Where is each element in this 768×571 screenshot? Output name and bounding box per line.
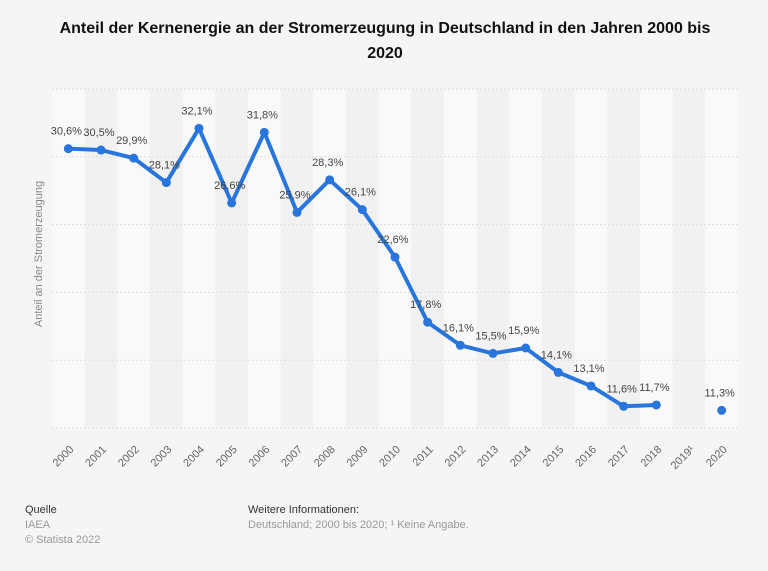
column-band xyxy=(705,89,738,428)
data-label: 26,1% xyxy=(345,187,376,199)
column-band xyxy=(607,89,640,428)
source-heading: Quelle xyxy=(25,504,57,516)
column-band xyxy=(117,89,150,428)
data-label: 29,9% xyxy=(116,135,147,147)
data-label: 30,6% xyxy=(51,126,82,138)
info-heading: Weitere Informationen: xyxy=(248,504,360,516)
x-tick-label: 2005 xyxy=(214,444,240,470)
x-tick-label: 2007 xyxy=(279,444,305,470)
column-band xyxy=(150,89,183,428)
x-tick-label: 2011 xyxy=(411,444,436,469)
data-label: 16,1% xyxy=(443,322,474,334)
data-point xyxy=(194,123,204,133)
x-tick-label: 2015 xyxy=(541,444,567,470)
data-label: 30,5% xyxy=(83,127,114,139)
data-point xyxy=(325,175,335,185)
x-tick-label: 2013 xyxy=(475,444,501,470)
data-label: 25,9% xyxy=(279,189,310,201)
column-band xyxy=(672,89,706,428)
y-axis-label: Anteil an der Stromerzeugung xyxy=(33,180,45,328)
info-block: Weitere Informationen: Deutschland; 2000… xyxy=(248,503,469,533)
source-text: IAEA xyxy=(25,519,51,531)
data-point xyxy=(96,145,106,155)
data-point xyxy=(129,153,139,163)
x-tick-label: 2010 xyxy=(377,444,403,470)
data-point xyxy=(488,348,498,358)
x-tick-label: 2000 xyxy=(51,444,77,470)
data-label: 22,6% xyxy=(377,234,408,246)
data-label: 28,1% xyxy=(149,160,180,172)
x-tick-label: 2001 xyxy=(83,444,109,470)
column-band xyxy=(574,89,608,428)
data-label: 26,6% xyxy=(214,180,245,192)
column-band xyxy=(444,89,477,428)
data-point xyxy=(553,367,563,377)
x-tick-label: 2003 xyxy=(149,444,175,470)
chart-title: Anteil der Kernenergie an der Stromerzeu… xyxy=(59,20,711,62)
data-label: 15,9% xyxy=(508,325,539,337)
data-point xyxy=(161,178,171,188)
column-band xyxy=(313,89,346,428)
data-label: 28,3% xyxy=(312,157,343,169)
data-point xyxy=(717,405,727,415)
data-label: 11,6% xyxy=(606,383,637,395)
column-band xyxy=(640,89,673,428)
column-band xyxy=(84,89,118,428)
data-point xyxy=(586,381,596,391)
x-tick-label: 2004 xyxy=(181,444,207,470)
x-tick-label: 2006 xyxy=(247,444,273,470)
column-band xyxy=(476,89,510,428)
copyright-text: © Statista 2022 xyxy=(25,534,101,546)
data-label: 11,3% xyxy=(704,387,735,399)
x-tick-label: 2016 xyxy=(573,444,599,470)
x-tick-label: 2018 xyxy=(639,444,665,470)
x-tick-label: 2012 xyxy=(443,444,469,470)
data-label: 32,1% xyxy=(181,105,212,117)
x-tick-label: 2002 xyxy=(116,444,142,470)
x-tick-label: 2009 xyxy=(345,444,371,470)
x-tick-label: 2017 xyxy=(606,444,632,470)
x-tick-label: 2008 xyxy=(312,444,338,470)
data-label: 31,8% xyxy=(247,109,278,121)
line-chart: 30,6% 30,5%29,9% 28,1% 32,1% 26,6% 31,8% 25,9%… xyxy=(51,88,738,472)
x-tick-label: 2019¹ xyxy=(669,443,698,472)
column-band xyxy=(182,89,216,428)
data-point xyxy=(423,317,433,327)
data-point xyxy=(619,401,629,411)
data-point xyxy=(63,144,73,154)
data-point xyxy=(455,340,465,350)
column-band xyxy=(248,89,281,428)
data-point xyxy=(227,198,237,208)
column-band xyxy=(280,89,314,428)
data-point xyxy=(651,400,661,410)
column-band xyxy=(346,89,379,428)
x-tick-label: 2014 xyxy=(508,444,534,470)
source-block: Quelle IAEA © Statista 2022 xyxy=(25,503,100,548)
column-band xyxy=(411,89,444,428)
data-point xyxy=(292,207,302,217)
data-label: 14,1% xyxy=(541,349,572,361)
data-label: 13,1% xyxy=(573,363,604,375)
data-point xyxy=(259,127,269,137)
column-band xyxy=(52,89,85,428)
info-text: Deutschland; 2000 bis 2020; ¹ Keine Anga… xyxy=(248,519,469,531)
x-tick-label: 2020 xyxy=(704,444,730,470)
column-band xyxy=(509,89,542,428)
column-band xyxy=(215,89,248,428)
data-label: 17,8% xyxy=(410,299,441,311)
data-point xyxy=(521,343,531,353)
data-label: 15,5% xyxy=(475,330,506,342)
data-point xyxy=(357,205,367,215)
data-point xyxy=(390,252,400,262)
data-label: 11,7% xyxy=(639,382,670,394)
